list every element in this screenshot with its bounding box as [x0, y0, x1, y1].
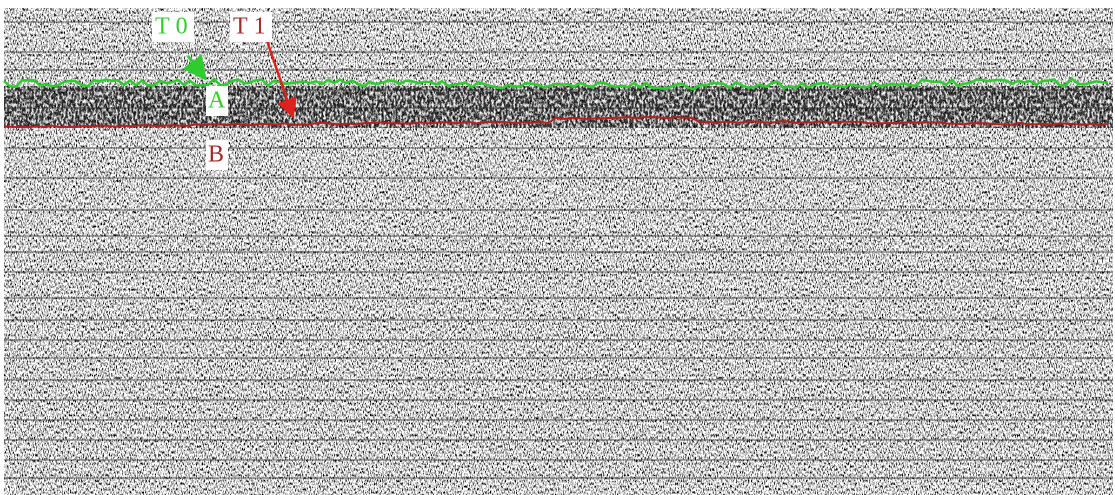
- page: T0 T1 A B (() => { const data = JSON.par…: [0, 0, 1115, 495]
- seismic-profile: T0 T1 A B: [0, 0, 1115, 495]
- t0-label: T0: [155, 14, 194, 40]
- b-label: B: [208, 142, 230, 168]
- reflection-band: [4, 86, 1113, 128]
- a-label: A: [208, 88, 231, 114]
- t1-label: T1: [233, 14, 272, 40]
